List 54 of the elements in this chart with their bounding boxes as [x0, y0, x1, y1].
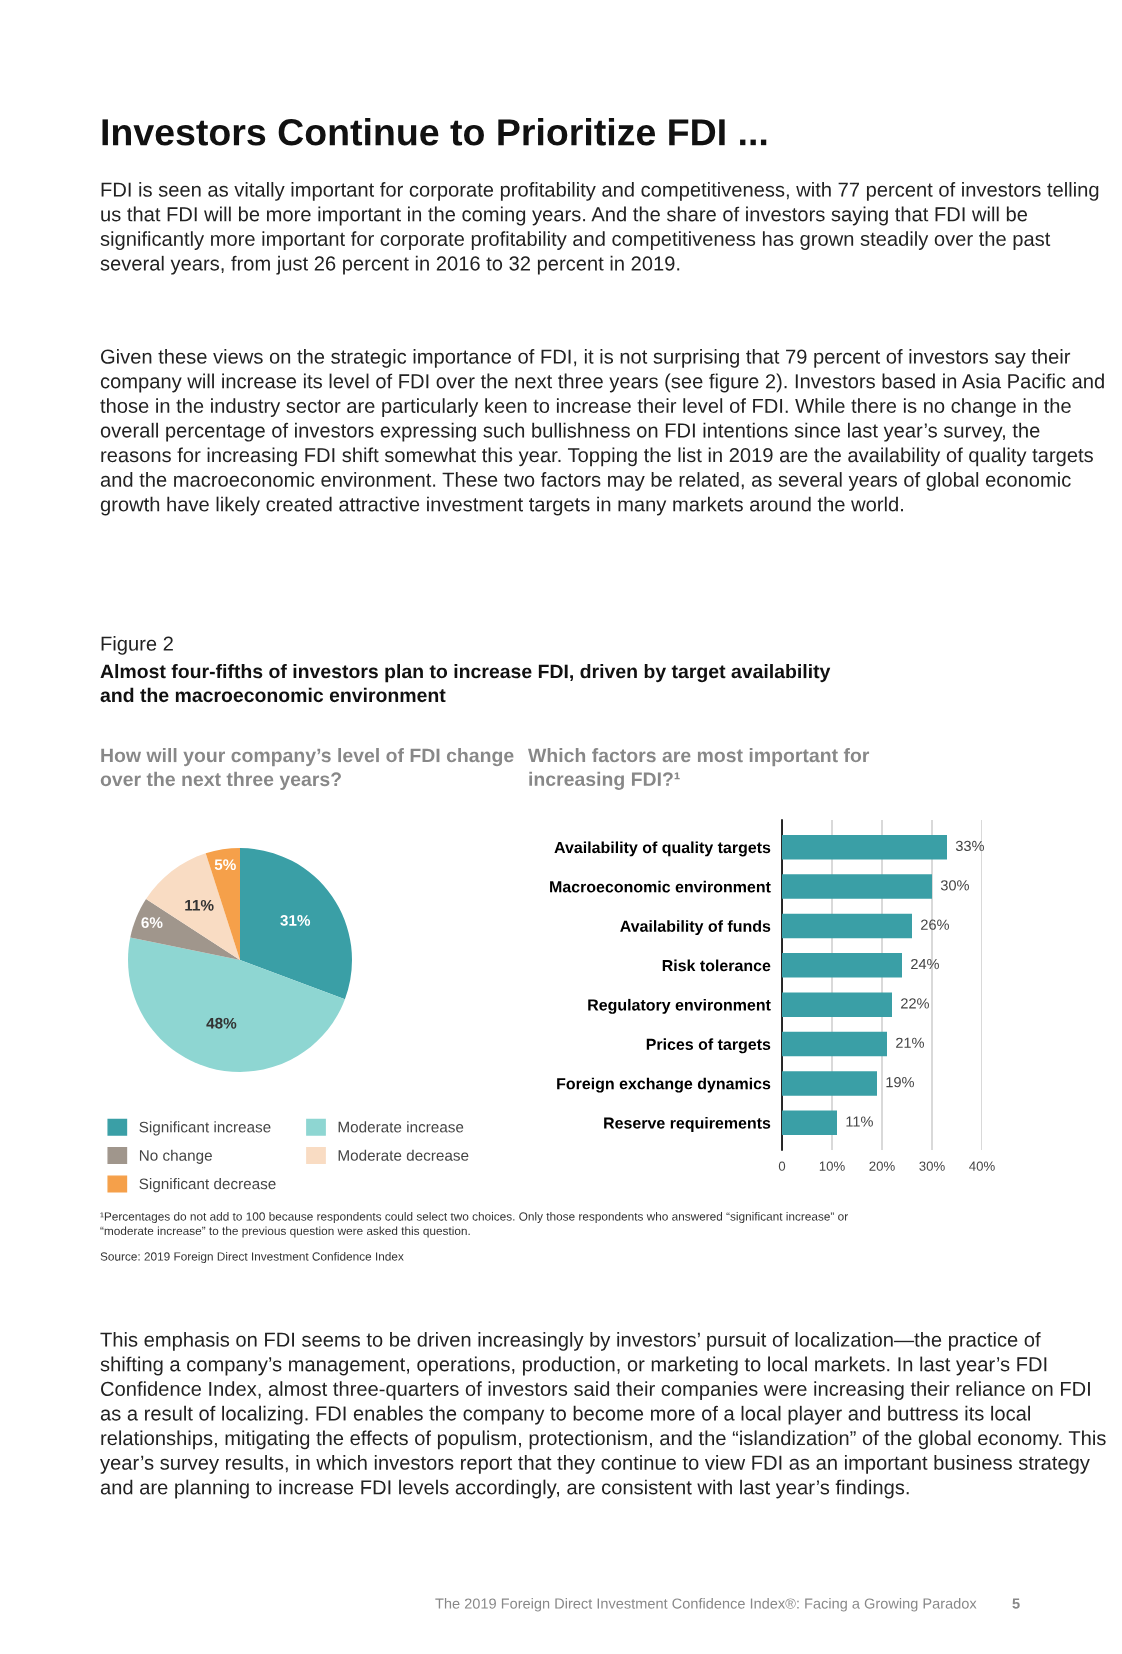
- x-tick-label: 0: [778, 1161, 786, 1171]
- bar: [782, 953, 902, 978]
- bar: [782, 874, 932, 899]
- y-tick-label: Regulatory environment: [588, 998, 771, 1014]
- bar: [782, 1031, 887, 1057]
- x-tick-label: 20%: [869, 1161, 895, 1171]
- data-label: 33%: [955, 840, 984, 852]
- pie-slice: [128, 937, 345, 1072]
- data-label: 31%: [280, 914, 311, 926]
- data-label: 11%: [185, 899, 214, 911]
- text: Given these views on the strategic importance of FDI, it is not surprising that 79 percent of investors say their company will increase its level of FDI over the next three years (see figure 2). Investors based in Asia Pacific and those in the industry sector are particularly keen to increase their level of FDI. While there is no change in the overall percentage of investors expressing such bullishness on FDI intentions since last year’s survey, the reasons for increasing FDI shift somewhat this year. Topping the list in 2019 are the availability of quality targets and the macroeconomic environment. These two factors may be related, as several years of global economic growth have likely created attractive investment targets in many markets around the world.: [100, 349, 1104, 516]
- data-label: 6%: [141, 917, 163, 929]
- caption: Figure 2: [101, 636, 173, 655]
- legend-label: Moderate decrease: [338, 1149, 469, 1161]
- x-tick-label: 40%: [969, 1161, 995, 1171]
- data-label: 22%: [901, 998, 929, 1009]
- text: The 2019 Foreign Direct Investment Confidence Index®: Facing a Growing Paradox: [435, 1598, 977, 1612]
- data-label: 5%: [214, 859, 236, 871]
- text: 5: [1012, 1598, 1020, 1609]
- pie-slice: [240, 848, 352, 1000]
- x-tick-label: 30%: [919, 1161, 945, 1171]
- y-tick-label: Macroeconomic environment: [550, 880, 771, 893]
- data-label: 19%: [886, 1077, 914, 1088]
- legend-label: Significant decrease: [139, 1178, 276, 1193]
- data-label: 24%: [911, 958, 939, 970]
- bar: [782, 992, 892, 1017]
- text: ¹Percentages do not add to 100 because respondents could select two choices. Only those respondents who answered “significant increase” or “moderate increase” to the previous question were asked this question.: [100, 1212, 848, 1238]
- legend-label: No change: [139, 1149, 212, 1164]
- bar: [782, 913, 912, 939]
- text: FDI is seen as vitally important for corporate profitability and competitiveness, with 77 percent of investors telling us that FDI will be more important in the coming years. And the share of investors saying that FDI will be significantly more important for corporate profitability and competitiveness has grown steadily over the past several years, from just 26 percent in 2016 to 32 percent in 2019.: [100, 182, 1099, 275]
- bar: [782, 835, 947, 860]
- y-tick-label: Availability of quality targets: [554, 841, 771, 857]
- y-tick-label: Availability of funds: [620, 920, 771, 936]
- x-tick-label: 10%: [819, 1161, 845, 1171]
- text: This emphasis on FDI seems to be driven increasingly by investors’ pursuit of localization—the practice of shifting a company’s management, operations, production, or marketing to local markets. In last year’s FDI Confidence Index, almost three-quarters of investors said their companies were increasing their reliance on FDI as a result of localizing. FDI enables the company to become more of a local player and buttress its local relationships, mitigating the effects of populism, protectionism, and the “islandization” of the global economy. This year’s survey results, in which investors report that they continue to view FDI as an important business strategy and are planning to increase FDI levels accordingly, are consistent with last year’s findings.: [100, 1332, 1106, 1499]
- legend-label: Moderate increase: [338, 1121, 464, 1133]
- legend-label: Significant increase: [139, 1121, 271, 1136]
- bar: [782, 1110, 837, 1135]
- y-tick-label: Prices of targets: [646, 1038, 771, 1054]
- chart-title: How will your company’s level of FDI change over the next three years?: [100, 748, 514, 790]
- pie-slice: [130, 899, 240, 960]
- data-label: 21%: [896, 1037, 924, 1048]
- y-tick-label: Foreign exchange dynamics: [557, 1077, 771, 1093]
- y-tick-label: Risk tolerance: [662, 959, 771, 972]
- chart-title: Which factors are most important for increasing FDI?¹: [528, 748, 870, 790]
- text: Investors Continue to Prioritize FDI ...: [102, 118, 767, 146]
- data-label: 26%: [921, 919, 949, 930]
- data-label: 30%: [940, 880, 969, 891]
- text: Almost four-fifths of investors plan to increase FDI, driven by target availability and the macroeconomic environment: [100, 664, 831, 703]
- source-note: Source: 2019 Foreign Direct Investment Confidence Index: [100, 1252, 404, 1264]
- bar: [782, 1071, 877, 1096]
- y-tick-label: Reserve requirements: [604, 1117, 771, 1132]
- data-label: 11%: [846, 1116, 873, 1127]
- data-label: 48%: [206, 1017, 237, 1029]
